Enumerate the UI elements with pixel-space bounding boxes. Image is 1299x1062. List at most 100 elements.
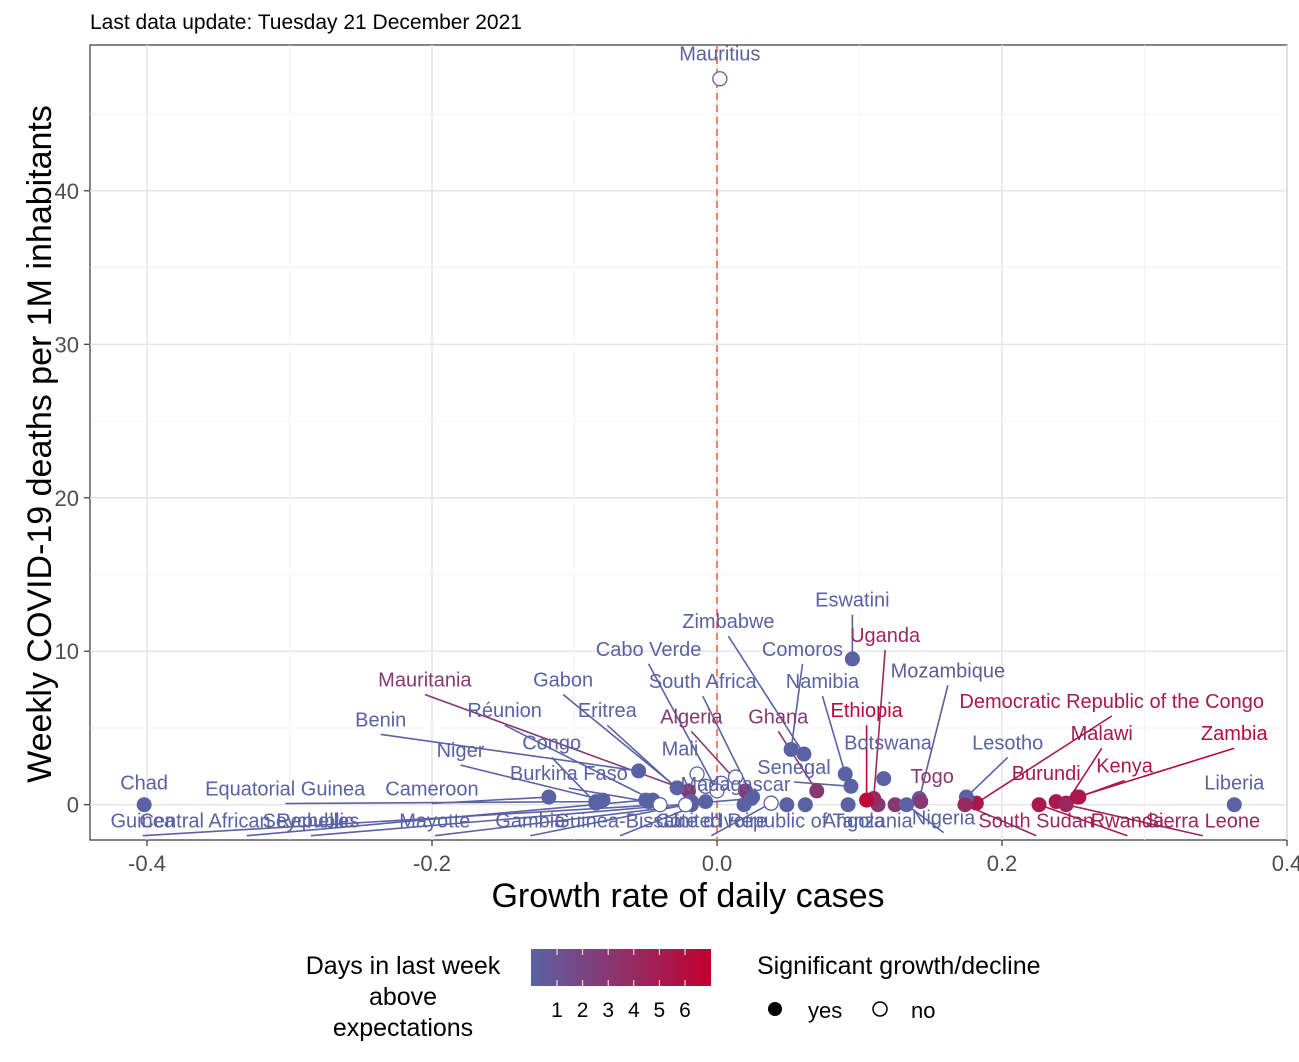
y-tick-label: 40 — [55, 179, 79, 204]
point-label-gabon: Gabon — [533, 670, 593, 692]
leader-line-rwanda — [1038, 803, 1128, 837]
data-point-mali — [689, 766, 705, 782]
leader-line-uganda — [872, 649, 886, 799]
shape-legend-title: Significant growth/decline — [757, 952, 1041, 980]
data-point-liberia — [1226, 797, 1242, 813]
data-point-mauritius — [712, 71, 728, 87]
leader-line-c-te-d-ivoire — [710, 802, 772, 837]
y-tick-label: 10 — [55, 639, 79, 664]
x-tick-label: 0.4 — [1272, 851, 1299, 876]
point-label-mayotte: Mayotte — [399, 811, 470, 833]
shape-legend: Significant growth/decline yes no — [757, 952, 1041, 1023]
point-label-madagascar: Madagascar — [680, 774, 790, 796]
x-tick-label: 0.0 — [702, 851, 733, 876]
data-point-benin — [631, 763, 647, 779]
point-label-mozambique: Mozambique — [891, 660, 1006, 682]
leader-line-senegal — [793, 781, 852, 788]
data-point-gabon — [669, 780, 685, 796]
leader-line-comoros — [790, 663, 804, 750]
leader-line-zimbabwe — [727, 635, 805, 755]
point-label-democratic-republic-of-the-congo: Democratic Republic of the Congo — [959, 691, 1264, 713]
data-point-cabo-verde — [709, 783, 725, 799]
leader-line-sierra-leone — [1065, 803, 1204, 837]
data-point-equatorial-guinea — [588, 794, 604, 810]
point-label-gambia: Gambia — [495, 811, 566, 833]
x-tick-label: -0.4 — [128, 851, 166, 876]
point-label-c-te-d-ivoire: Côte d'Ivoire — [655, 811, 767, 833]
shape-legend-no: no — [911, 998, 935, 1023]
leader-line-south-africa — [702, 695, 754, 798]
legend-filled-dot-icon — [768, 1002, 782, 1016]
point-label-south-africa: South Africa — [649, 671, 758, 693]
point-label-comoros: Comoros — [762, 639, 843, 661]
leader-line-lesotho — [965, 756, 1009, 798]
leader-line-namibia — [821, 695, 847, 775]
y-tick-label: 30 — [55, 332, 79, 357]
point-label-namibia: Namibia — [786, 671, 860, 693]
data-point-angola — [840, 797, 856, 813]
point-label-eswatini: Eswatini — [815, 590, 889, 612]
color-legend-title-line-2: above — [369, 983, 437, 1011]
data-point-madagascar — [727, 769, 744, 785]
point-label-niger: Niger — [437, 740, 485, 762]
point-labels: Mauritius Eswatini Uganda Zimbabwe Cabo Verd… — [110, 43, 1268, 832]
point-label-togo: Togo — [910, 766, 953, 788]
data-point-guinea — [652, 797, 668, 813]
leader-line-burkina-faso — [568, 787, 649, 803]
point-label-guinea-bissau: Guinea-Bissau — [555, 811, 686, 833]
y-axis-ticks: 0 10 20 30 40 — [55, 179, 90, 818]
point-label-zambia: Zambia — [1201, 723, 1269, 745]
point-label-mauritania: Mauritania — [378, 670, 472, 692]
data-point-seychelles — [743, 791, 759, 807]
legend-open-dot-icon — [872, 1001, 888, 1017]
point-label-equatorial-guinea: Equatorial Guinea — [205, 778, 366, 800]
point-label-nigeria: Nigeria — [912, 808, 976, 830]
point-label-seychelles: Seychelles — [263, 811, 360, 833]
color-legend-tick-label: 6 — [679, 999, 691, 1022]
data-point-nigeria — [899, 797, 915, 813]
color-legend-tick-label: 5 — [654, 999, 666, 1022]
point-label-ghana: Ghana — [748, 706, 809, 728]
leader-line-kenya — [1078, 779, 1125, 798]
data-point — [887, 797, 903, 813]
color-legend-tick-label: 2 — [577, 999, 589, 1022]
color-legend-title-line-1: Days in last week — [306, 952, 501, 980]
color-legend-tick-label: 1 — [551, 999, 563, 1022]
point-label-botswana: Botswana — [844, 732, 933, 754]
point-label-burundi: Burundi — [1012, 763, 1081, 785]
point-label-lesotho: Lesotho — [972, 732, 1043, 754]
leader-line-mayotte — [434, 803, 692, 837]
point-label-united-republic-of-tanzania: United Republic of Tanzania — [664, 811, 914, 833]
data-point-cameroon — [541, 789, 557, 805]
point-label-congo: Congo — [522, 732, 581, 754]
data-point-sierra-leone — [1058, 797, 1074, 813]
point-label-cameroon: Cameroon — [385, 778, 478, 800]
color-legend-bar — [531, 949, 711, 986]
x-tick-label: -0.2 — [413, 851, 451, 876]
data-point-senegal — [843, 778, 859, 794]
data-point-kenya — [1071, 789, 1087, 805]
shape-legend-yes: yes — [808, 998, 842, 1023]
point-label-algeria: Algeria — [660, 706, 723, 728]
data-point — [779, 797, 795, 813]
chart-subtitle: Last data update: Tuesday 21 December 20… — [90, 11, 522, 34]
point-label-eritrea: Eritrea — [578, 700, 638, 722]
leader-line-niger — [460, 764, 604, 801]
leader-line-cameroon — [431, 796, 549, 805]
data-point-united-republic-of-tanzania — [797, 797, 813, 813]
point-label-r-union: Réunion — [467, 700, 542, 722]
point-label-guinea: Guinea — [110, 811, 175, 833]
data-point-c-te-d-ivoire — [763, 795, 779, 811]
y-tick-label: 20 — [55, 486, 79, 511]
leader-line-seychelles — [310, 797, 752, 837]
x-axis-ticks: -0.4 -0.2 0.0 0.2 0.4 — [128, 840, 1299, 876]
point-label-zimbabwe: Zimbabwe — [682, 611, 774, 633]
point-label-ethiopia: Ethiopia — [830, 700, 903, 722]
data-point-guinea-bissau — [698, 794, 714, 810]
data-point-ethiopia — [859, 792, 875, 808]
data-point-central-african-republic — [638, 792, 654, 808]
data-point-gambia — [678, 797, 694, 813]
point-label-benin: Benin — [355, 709, 406, 731]
